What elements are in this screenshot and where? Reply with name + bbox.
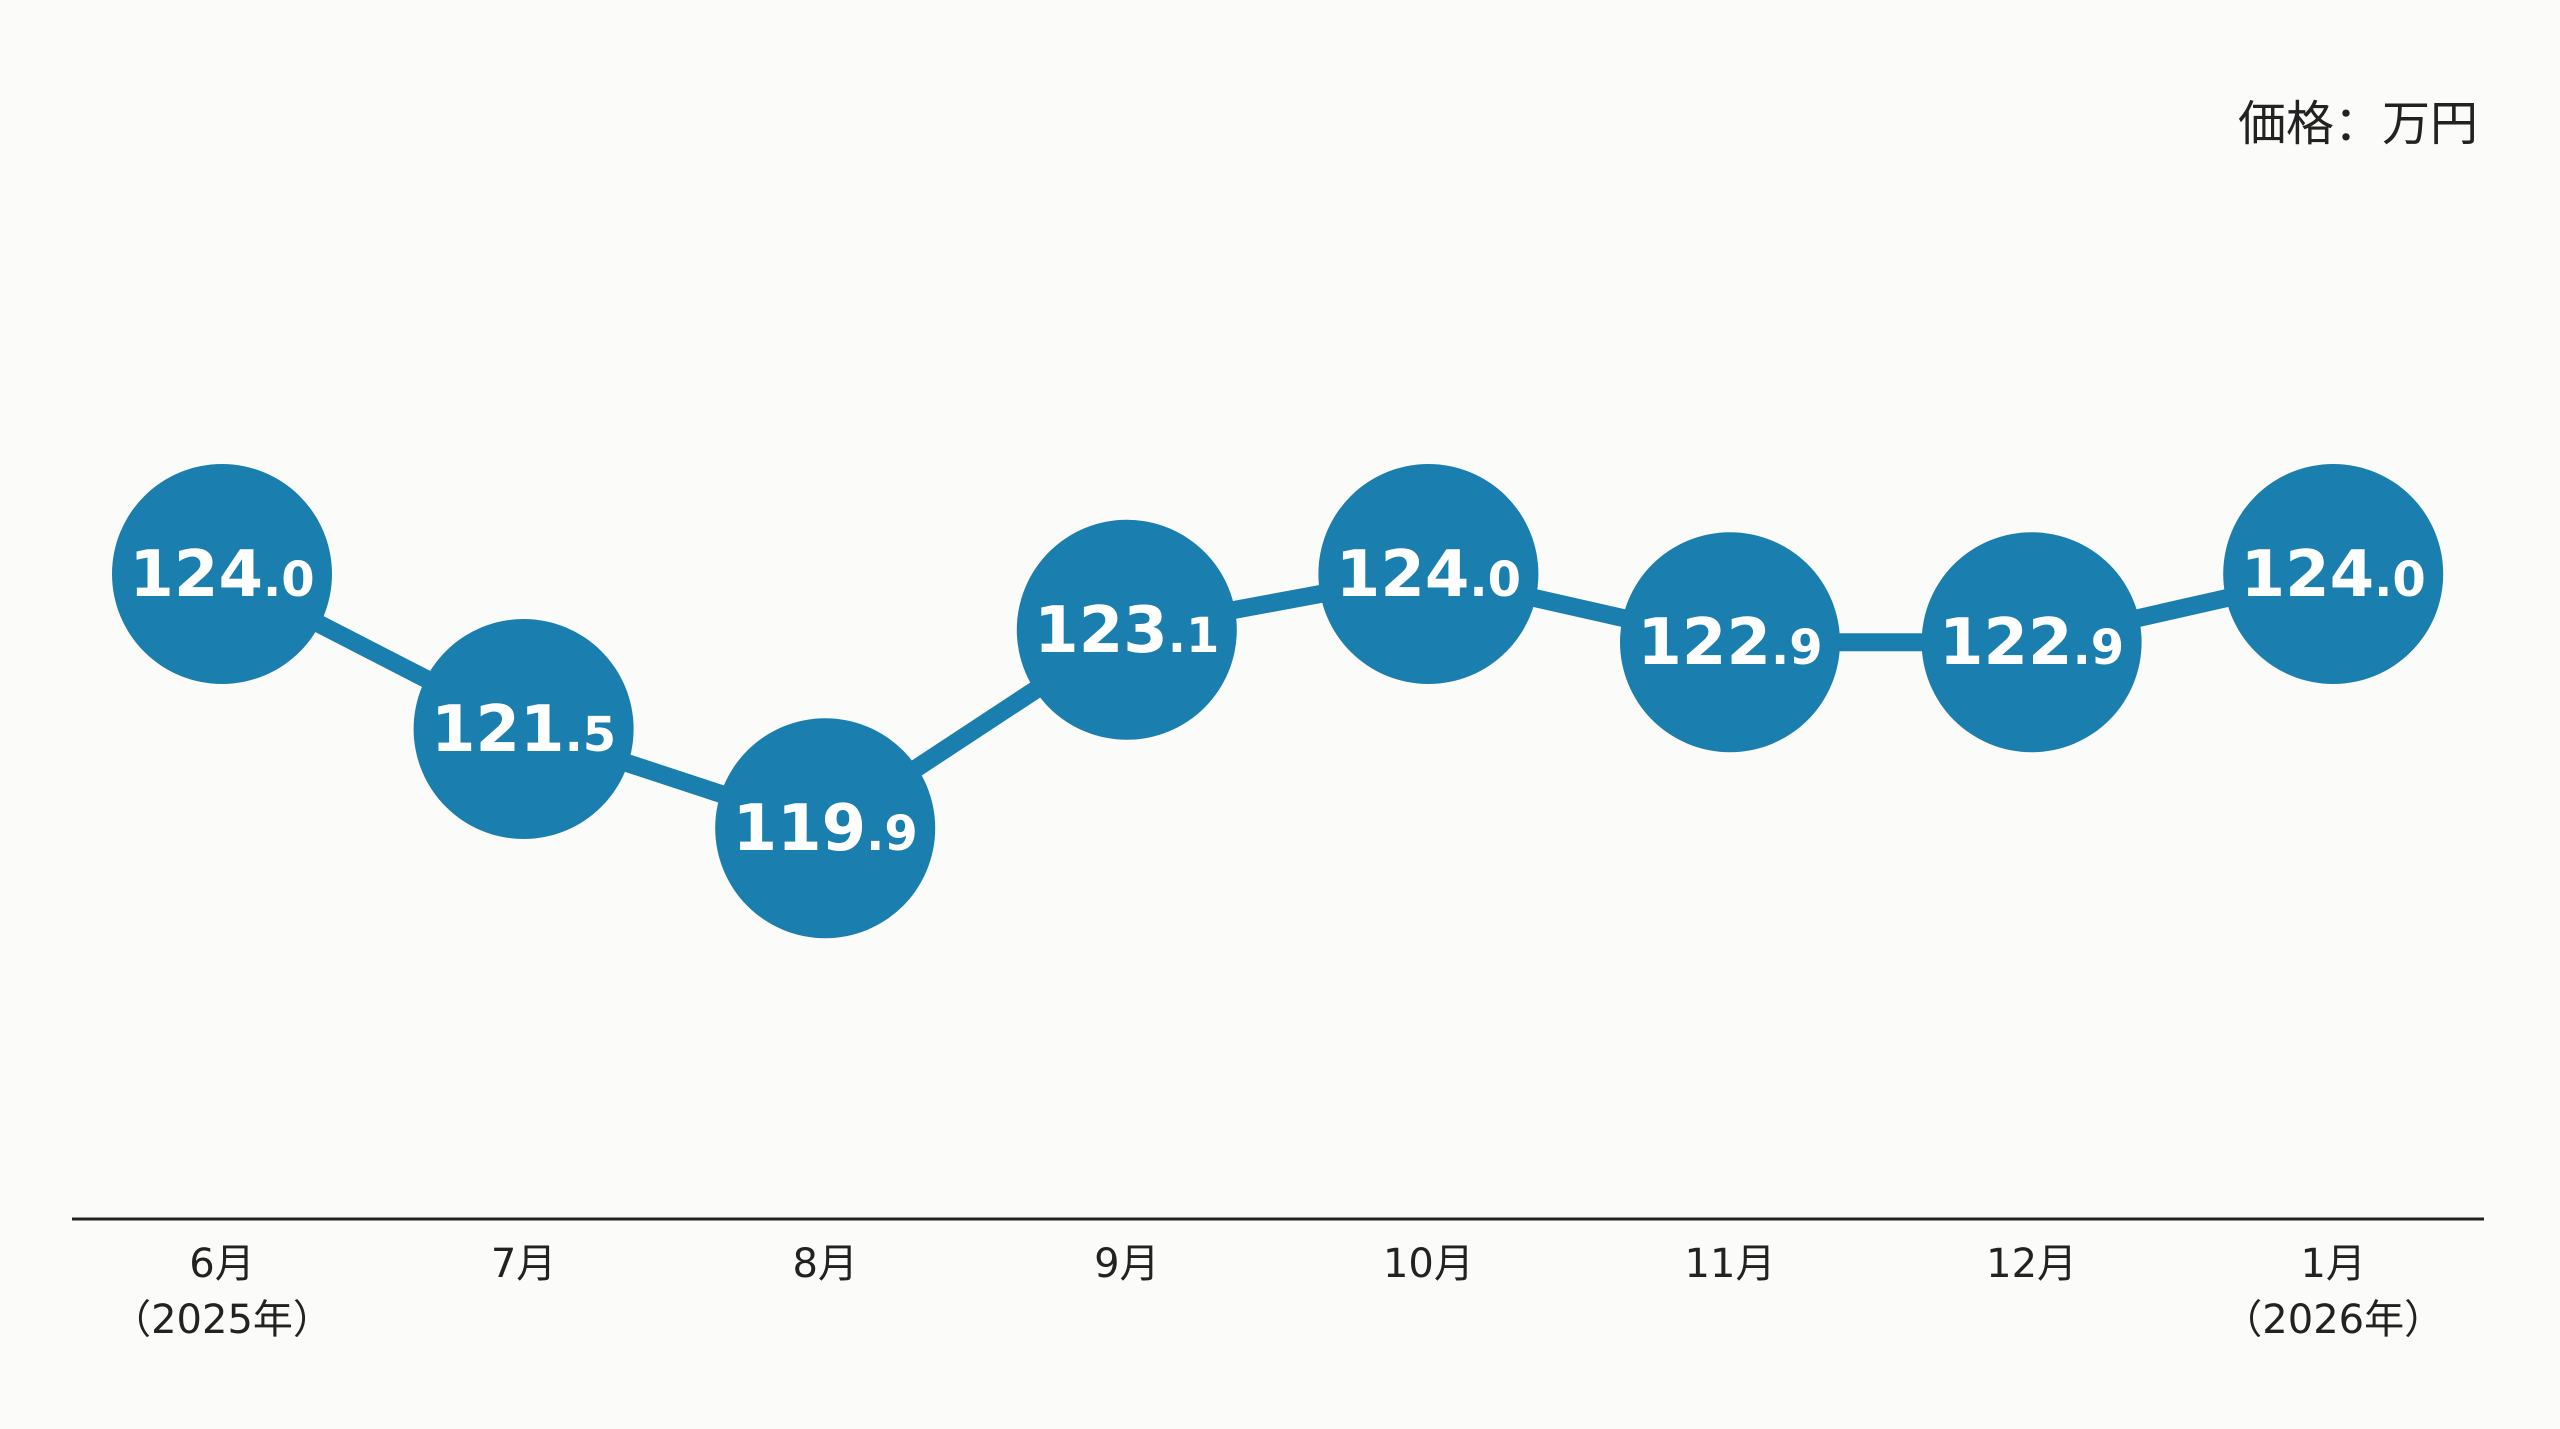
data-point-value-label: 124.0 <box>1336 538 1521 612</box>
data-point-value-label: 122.9 <box>1939 606 2124 680</box>
data-point-marker <box>112 464 332 684</box>
x-tick-year-label: （2025年） <box>111 1297 333 1343</box>
data-point-marker <box>413 619 634 839</box>
data-point-marker <box>1318 464 1539 684</box>
data-point-marker <box>1016 519 1237 740</box>
x-axis-tick-labels: 6月 （2025年） 7月 8月 9月 10月 11月 12月 1月 （2026年） <box>111 1241 2444 1343</box>
x-tick-month-label: 7月 <box>491 1241 556 1287</box>
unit-label: 価格：万円 <box>2238 96 2478 152</box>
x-tick-month-label: 1月 <box>2300 1241 2365 1287</box>
data-point-value-label: 123.1 <box>1034 594 1219 668</box>
data-point-marker <box>1921 532 2142 753</box>
data-point-marker <box>715 718 936 939</box>
data-point-marker <box>2223 464 2444 684</box>
x-tick-month-label: 10月 <box>1383 1241 1474 1287</box>
x-tick-month-label: 9月 <box>1094 1241 1159 1287</box>
x-tick-month-label: 11月 <box>1685 1241 1776 1287</box>
data-point-value-label: 124.0 <box>2241 538 2426 612</box>
x-tick-month-label: 6月 <box>189 1241 254 1287</box>
data-point-marker <box>1620 532 1840 753</box>
data-point-value-label: 124.0 <box>129 538 314 612</box>
data-point-value-label: 122.9 <box>1637 606 1822 680</box>
x-tick-month-label: 12月 <box>1986 1241 2077 1287</box>
x-tick-month-label: 8月 <box>792 1241 857 1287</box>
data-point-value-label: 119.9 <box>733 792 918 866</box>
data-markers: 124.0 121.5 119.9 123.1 124.0 122.9 122.9 124.0 <box>112 464 2444 939</box>
data-point-value-label: 121.5 <box>431 693 616 767</box>
x-tick-year-label: （2026年） <box>2222 1297 2444 1343</box>
